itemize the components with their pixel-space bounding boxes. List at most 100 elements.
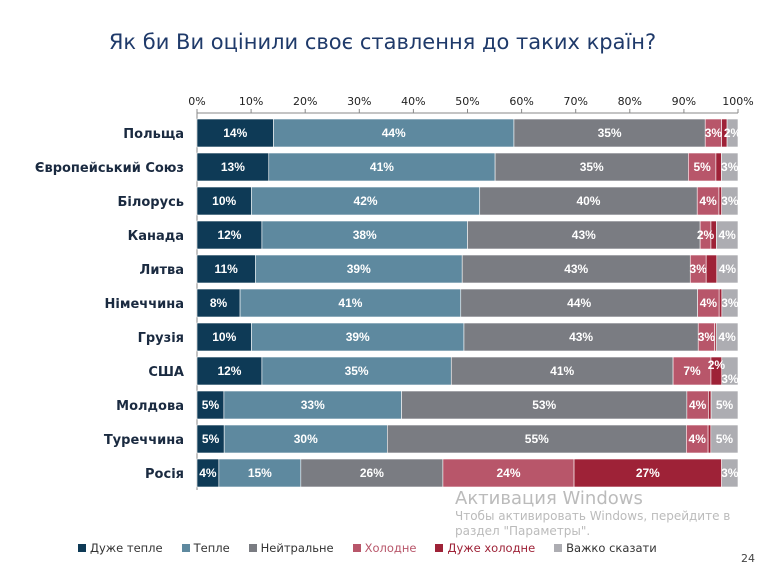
- bar-segment: [196, 288, 241, 318]
- category-label: Грузія: [138, 331, 184, 346]
- data-label: 24%: [496, 466, 520, 480]
- bar-segment: [196, 220, 263, 250]
- legend-label: Важко сказати: [566, 541, 657, 555]
- bar-segment: [273, 118, 515, 148]
- legend-swatch: [554, 544, 563, 552]
- data-label: 4%: [700, 296, 718, 310]
- data-label: 39%: [347, 262, 371, 276]
- bar-segment: [705, 254, 718, 284]
- legend-label: Дуже холодне: [447, 541, 536, 555]
- x-tick-label: 10%: [239, 95, 263, 108]
- data-label: 40%: [576, 194, 600, 208]
- bar-segment: [573, 458, 722, 488]
- data-label: 4%: [699, 194, 717, 208]
- legend-item: Дуже холодне: [435, 541, 535, 555]
- bar-segment: [467, 220, 701, 250]
- bar-segment: [223, 424, 388, 454]
- data-label: 35%: [598, 126, 622, 140]
- bar-segment: [716, 254, 739, 284]
- legend-label: Тепле: [193, 541, 230, 555]
- bar-segment: [688, 152, 717, 182]
- category-label: Литва: [140, 263, 184, 278]
- data-label: 5%: [716, 432, 734, 446]
- bar-segment: [450, 356, 674, 386]
- bar-segment: [479, 186, 698, 216]
- x-tick-label: 30%: [347, 95, 371, 108]
- legend-label: Дуже тепле: [90, 541, 163, 555]
- data-label: 41%: [370, 160, 394, 174]
- bar-segment: [442, 458, 575, 488]
- bar-segment: [710, 424, 739, 454]
- category-label: США: [148, 365, 184, 380]
- data-label: 38%: [353, 228, 377, 242]
- data-label: 10%: [212, 330, 236, 344]
- x-tick-label: 50%: [455, 95, 479, 108]
- bar-segment: [721, 152, 739, 182]
- bar-segment: [721, 458, 739, 488]
- windows-activation-watermark: Активация Windows Чтобы активировать Win…: [455, 489, 755, 539]
- category-label: Туреччина: [104, 433, 184, 448]
- bar-segment: [710, 390, 739, 420]
- bar-segment: [196, 118, 274, 148]
- bar-segment: [721, 186, 739, 216]
- bar-segment: [268, 152, 496, 182]
- data-label: 2%: [724, 126, 742, 140]
- x-tick-label: 60%: [509, 95, 533, 108]
- data-label: 5%: [202, 432, 220, 446]
- x-tick-label: 40%: [401, 95, 425, 108]
- bar-segment: [463, 322, 699, 352]
- x-tick-label: 0%: [188, 95, 205, 108]
- x-tick-label: 100%: [722, 95, 753, 108]
- data-label: 5%: [202, 398, 220, 412]
- stacked-bar-chart: 0% 10% 20% 30% 40% 50% 60% 70% 80% 90% 100% Польща 1…: [35, 95, 754, 490]
- legend-label: Холодне: [364, 541, 417, 555]
- data-label: 12%: [217, 228, 241, 242]
- bar-segment: [708, 390, 712, 420]
- legend-item: Холодне: [352, 541, 417, 555]
- bar-segment: [196, 186, 252, 216]
- category-label: Європейський Союз: [35, 161, 184, 176]
- bar-segment: [255, 254, 463, 284]
- legend: Дуже тепле Тепле Нейтральне Холодне Дуже хол…: [78, 541, 657, 555]
- category-label: Молдова: [116, 399, 184, 414]
- x-tick-label: 70%: [563, 95, 587, 108]
- data-label: 10%: [212, 194, 236, 208]
- bar-segment: [196, 390, 225, 420]
- bar-segment: [401, 390, 688, 420]
- data-label: 30%: [294, 432, 318, 446]
- data-label: 35%: [580, 160, 604, 174]
- data-label: 4%: [199, 466, 217, 480]
- bar-segment: [721, 288, 739, 318]
- data-label: 55%: [525, 432, 549, 446]
- legend-item: Нейтральне: [248, 541, 334, 555]
- data-label: 3%: [721, 194, 739, 208]
- watermark-line3: раздел "Параметры".: [455, 524, 591, 538]
- data-label: 35%: [345, 364, 369, 378]
- data-label: 26%: [360, 466, 384, 480]
- bar-segment: [261, 220, 468, 250]
- data-label: 3%: [721, 372, 739, 386]
- legend-swatch: [78, 544, 86, 552]
- data-label: 3%: [690, 262, 708, 276]
- data-label: 53%: [532, 398, 556, 412]
- bar-segment: [716, 220, 739, 250]
- category-label: Німеччина: [105, 297, 185, 312]
- bar-segment: [261, 356, 452, 386]
- legend-item: Дуже тепле: [78, 541, 163, 555]
- legend-swatch: [352, 544, 361, 552]
- data-label: 42%: [354, 194, 378, 208]
- legend-swatch: [181, 544, 190, 552]
- legend-item: Важко сказати: [554, 541, 657, 555]
- category-label: Канада: [128, 229, 184, 244]
- data-label: 4%: [718, 330, 736, 344]
- bar-segment: [460, 288, 698, 318]
- data-label: 4%: [719, 228, 737, 242]
- legend-swatch: [248, 544, 257, 552]
- x-tick-label: 80%: [618, 95, 642, 108]
- bar-segment: [715, 322, 739, 352]
- category-label: Білорусь: [117, 195, 184, 210]
- page-number: 24: [741, 552, 755, 565]
- data-label: 41%: [338, 296, 362, 310]
- data-label: 13%: [221, 160, 245, 174]
- data-label: 3%: [721, 296, 739, 310]
